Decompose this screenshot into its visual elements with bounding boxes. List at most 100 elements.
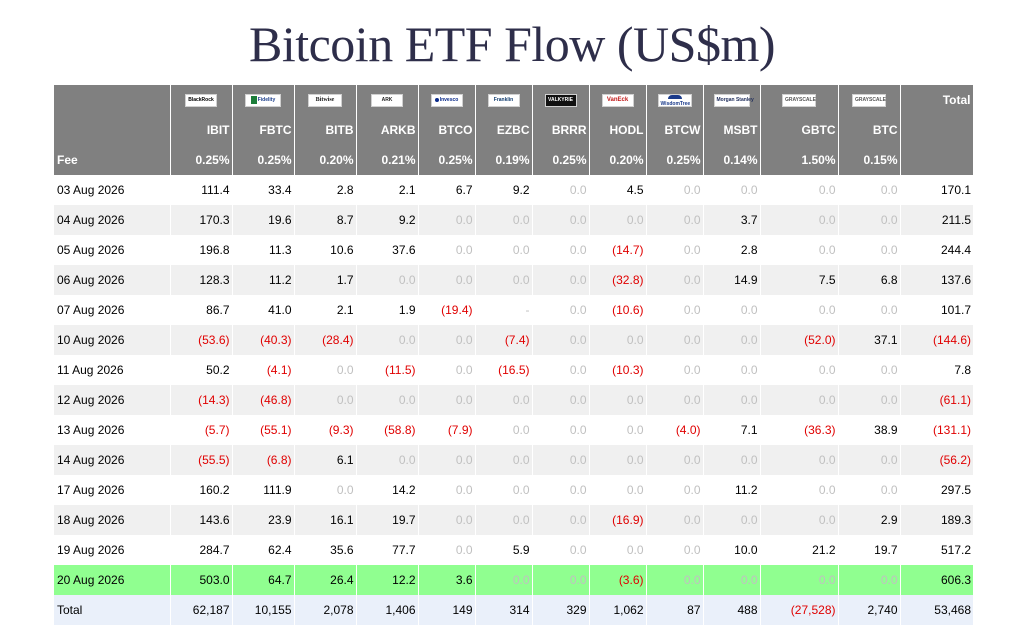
flow-value-brrr: 0.0 (532, 325, 590, 355)
ticker-row: IBIT FBTC BITB ARKB BTCO EZBC BRRR HODL BTCW MSBT… (54, 115, 974, 145)
flow-value-hodl: (3.6) (589, 565, 647, 595)
row-date: 03 Aug 2026 (54, 175, 171, 205)
cumulative-value-hodl: 1,062 (589, 595, 647, 625)
row-date: 11 Aug 2026 (54, 355, 171, 385)
flow-value-btcw: (4.0) (646, 415, 704, 445)
ticker-header: HODL (589, 115, 647, 145)
cumulative-value-bitb: 2,078 (294, 595, 357, 625)
flow-value-arkb: 37.6 (356, 235, 419, 265)
flow-value-hodl: (16.9) (589, 505, 647, 535)
fee-value: 0.21% (356, 145, 419, 175)
flow-value-ezbc: 0.0 (475, 445, 533, 475)
fee-value: 0.25% (532, 145, 590, 175)
flow-value-brrr: 0.0 (532, 295, 590, 325)
flow-value-fbtc: (4.1) (232, 355, 295, 385)
table-total-row: Total 62,187 10,155 2,078 1,406 149 314 329 1,06… (54, 595, 973, 625)
flow-value-btcw: 0.0 (646, 205, 704, 235)
table-row: 06 Aug 2026 128.3 11.2 1.7 0.0 0.0 0.0 0.0 (32.8… (54, 265, 973, 295)
flow-value-msbt: 7.1 (703, 415, 761, 445)
flow-value-hodl: 0.0 (589, 415, 647, 445)
ticker-header: BTCW (646, 115, 704, 145)
grayscale-logo: GRAYSCALE (782, 94, 816, 108)
flow-value-bitb: 0.0 (294, 475, 357, 505)
cumulative-value-gbtc: (27,528) (760, 595, 839, 625)
flow-value-gbtc: (52.0) (760, 325, 839, 355)
flow-value-gbtc: 7.5 (760, 265, 839, 295)
table-row: 05 Aug 2026 196.8 11.3 10.6 37.6 0.0 0.0 0.0 (14… (54, 235, 973, 265)
row-total: 101.7 (900, 295, 973, 325)
flow-value-bitb: 6.1 (294, 445, 357, 475)
flow-value-fbtc: 11.2 (232, 265, 295, 295)
flow-value-arkb: 77.7 (356, 535, 419, 565)
ticker-header: BRRR (532, 115, 590, 145)
row-total: (144.6) (900, 325, 973, 355)
grayscale-logo: GRAYSCALE (852, 94, 886, 108)
flow-value-gbtc: 0.0 (760, 355, 839, 385)
flow-value-brrr: 0.0 (532, 475, 590, 505)
cumulative-value-fbtc: 10,155 (232, 595, 295, 625)
flow-value-arkb: 19.7 (356, 505, 419, 535)
flow-value-btco: 0.0 (418, 385, 476, 415)
row-total: 297.5 (900, 475, 973, 505)
fee-value: 0.19% (475, 145, 533, 175)
flow-value-ezbc: 0.0 (475, 415, 533, 445)
flow-value-gbtc: 0.0 (760, 235, 839, 265)
flow-value-ibit: 196.8 (170, 235, 233, 265)
ticker-header: BTCO (418, 115, 476, 145)
flow-value-btc: 6.8 (838, 265, 901, 295)
flow-value-brrr: 0.0 (532, 445, 590, 475)
row-total: 606.3 (900, 565, 973, 595)
ticker-header: BITB (294, 115, 357, 145)
logo-cell-arkb: ARK (356, 85, 419, 115)
flow-value-ezbc: 0.0 (475, 205, 533, 235)
logo-text: Bitwise (315, 97, 335, 104)
cumulative-value-ibit: 62,187 (170, 595, 233, 625)
flow-value-gbtc: 0.0 (760, 205, 839, 235)
flow-value-btco: 0.0 (418, 535, 476, 565)
row-total: 189.3 (900, 505, 973, 535)
flow-value-msbt: 0.0 (703, 355, 761, 385)
flow-value-fbtc: (6.8) (232, 445, 295, 475)
flow-value-btc: 0.0 (838, 205, 901, 235)
table-row: 18 Aug 2026 143.6 23.9 16.1 19.7 0.0 0.0 0.0 (16… (54, 505, 973, 535)
row-date: 18 Aug 2026 (54, 505, 171, 535)
fee-row: Fee 0.25% 0.25% 0.20% 0.21% 0.25% 0.19% 0.25% 0… (54, 145, 974, 175)
logo-row: BlackRock Fidelity Bitwise ARK Invesco Frankl… (54, 85, 974, 115)
flow-value-arkb: 14.2 (356, 475, 419, 505)
fee-value: 1.50% (760, 145, 839, 175)
row-total: 7.8 (900, 355, 973, 385)
flow-value-ibit: (5.7) (170, 415, 233, 445)
cumulative-value-msbt: 488 (703, 595, 761, 625)
flow-value-bitb: 16.1 (294, 505, 357, 535)
table-row: 17 Aug 2026 160.2 111.9 0.0 14.2 0.0 0.0 0.0 0.0… (54, 475, 973, 505)
flow-value-msbt: 0.0 (703, 565, 761, 595)
flow-value-msbt: 0.0 (703, 295, 761, 325)
flow-value-msbt: 0.0 (703, 175, 761, 205)
logo-cell-ibit: BlackRock (170, 85, 233, 115)
flow-value-ibit: (53.6) (170, 325, 233, 355)
fee-label: Fee (54, 145, 171, 175)
flow-value-arkb: (58.8) (356, 415, 419, 445)
fee-value: 0.25% (418, 145, 476, 175)
flow-value-btc: 0.0 (838, 385, 901, 415)
valkyrie-logo: VALKYRIE (544, 94, 577, 108)
flow-value-arkb: 2.1 (356, 175, 419, 205)
row-date: 04 Aug 2026 (54, 205, 171, 235)
flow-value-btcw: 0.0 (646, 385, 704, 415)
ark-logo: ARK (371, 94, 403, 108)
flow-value-ezbc: - (475, 295, 533, 325)
logo-cell-brrr: VALKYRIE (532, 85, 590, 115)
flow-value-arkb: 0.0 (356, 385, 419, 415)
flow-value-ibit: 503.0 (170, 565, 233, 595)
flow-value-ezbc: 0.0 (475, 385, 533, 415)
invesco-logo: Invesco (430, 94, 463, 108)
flow-value-ibit: (55.5) (170, 445, 233, 475)
flow-value-gbtc: 21.2 (760, 535, 839, 565)
flow-value-fbtc: (46.8) (232, 385, 295, 415)
flow-value-msbt: 2.8 (703, 235, 761, 265)
flow-value-msbt: 11.2 (703, 475, 761, 505)
flow-value-ezbc: (16.5) (475, 355, 533, 385)
row-date: 10 Aug 2026 (54, 325, 171, 355)
flow-value-btc: 37.1 (838, 325, 901, 355)
flow-value-hodl: 4.5 (589, 175, 647, 205)
